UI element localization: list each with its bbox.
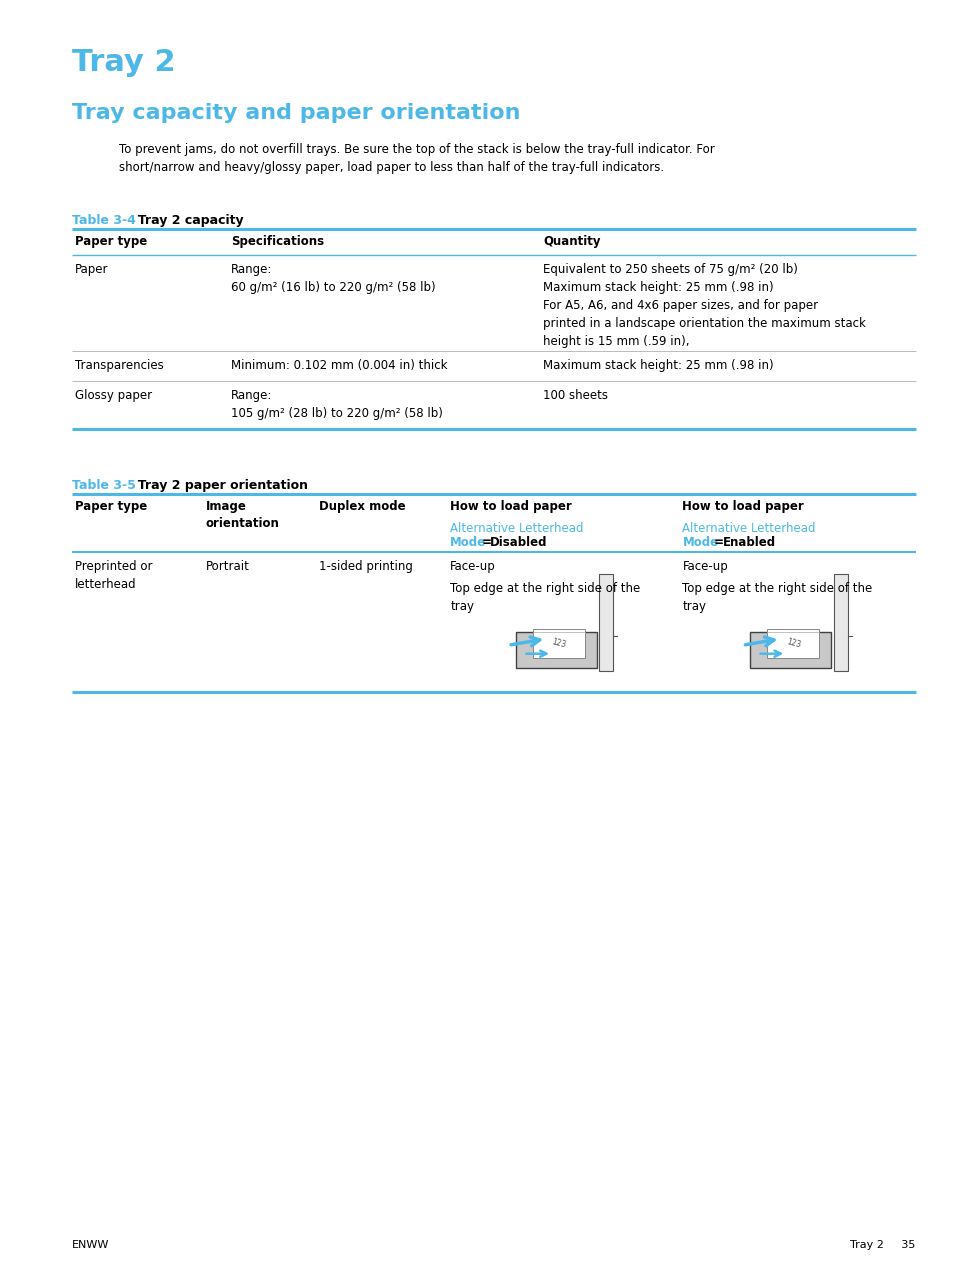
Text: Quantity: Quantity: [542, 235, 600, 248]
Bar: [833, 574, 847, 672]
Text: How to load paper: How to load paper: [450, 500, 572, 513]
Text: Glossy paper: Glossy paper: [74, 389, 152, 403]
Text: Range:: Range:: [231, 263, 272, 276]
Text: Minimum: 0.102 mm (0.004 in) thick: Minimum: 0.102 mm (0.004 in) thick: [231, 359, 447, 372]
Text: Alternative Letterhead: Alternative Letterhead: [450, 522, 583, 535]
Text: Table 3-5: Table 3-5: [71, 479, 135, 491]
Text: 60 g/m² (16 lb) to 220 g/m² (58 lb): 60 g/m² (16 lb) to 220 g/m² (58 lb): [231, 281, 435, 293]
Text: Equivalent to 250 sheets of 75 g/m² (20 lb): Equivalent to 250 sheets of 75 g/m² (20 …: [542, 263, 797, 276]
Text: Mode: Mode: [681, 536, 718, 549]
Text: Paper type: Paper type: [74, 235, 147, 248]
Text: Range:: Range:: [231, 389, 272, 403]
Text: 123: 123: [551, 638, 567, 650]
Text: Mode: Mode: [450, 536, 486, 549]
Bar: [516, 632, 596, 668]
Text: Tray 2     35: Tray 2 35: [849, 1240, 915, 1250]
Text: Face-up: Face-up: [450, 560, 496, 573]
Text: Enabled: Enabled: [721, 536, 775, 549]
Text: Table 3-4: Table 3-4: [71, 215, 135, 227]
Text: Top edge at the right side of the
tray: Top edge at the right side of the tray: [681, 582, 872, 613]
Text: ENWW: ENWW: [71, 1240, 109, 1250]
Text: 105 g/m² (28 lb) to 220 g/m² (58 lb): 105 g/m² (28 lb) to 220 g/m² (58 lb): [231, 406, 442, 420]
Text: Paper: Paper: [74, 263, 108, 276]
Text: Maximum stack height: 25 mm (.98 in): Maximum stack height: 25 mm (.98 in): [542, 281, 773, 293]
Text: Paper type: Paper type: [74, 500, 147, 513]
Bar: [766, 629, 819, 658]
Text: Maximum stack height: 25 mm (.98 in): Maximum stack height: 25 mm (.98 in): [542, 359, 773, 372]
Text: Duplex mode: Duplex mode: [319, 500, 406, 513]
Text: =: =: [710, 536, 728, 549]
Bar: [598, 574, 613, 672]
Text: Portrait: Portrait: [205, 560, 249, 573]
Text: 100 sheets: 100 sheets: [542, 389, 607, 403]
Text: Face-up: Face-up: [681, 560, 727, 573]
Text: Image
orientation: Image orientation: [205, 500, 279, 530]
Text: Disabled: Disabled: [490, 536, 547, 549]
Text: Transparencies: Transparencies: [74, 359, 163, 372]
Text: Specifications: Specifications: [231, 235, 323, 248]
Text: Preprinted or
letterhead: Preprinted or letterhead: [74, 560, 152, 591]
Text: Tray 2 paper orientation: Tray 2 paper orientation: [129, 479, 307, 491]
Text: Tray 2 capacity: Tray 2 capacity: [129, 215, 243, 227]
Text: Alternative Letterhead: Alternative Letterhead: [681, 522, 815, 535]
Text: To prevent jams, do not overfill trays. Be sure the top of the stack is below th: To prevent jams, do not overfill trays. …: [119, 144, 714, 174]
Bar: [749, 632, 830, 668]
Text: 1-sided printing: 1-sided printing: [319, 560, 413, 573]
Text: How to load paper: How to load paper: [681, 500, 803, 513]
Text: For A5, A6, and 4x6 paper sizes, and for paper
printed in a landscape orientatio: For A5, A6, and 4x6 paper sizes, and for…: [542, 298, 865, 348]
Bar: [533, 629, 584, 658]
Text: Tray capacity and paper orientation: Tray capacity and paper orientation: [71, 103, 519, 123]
Text: Top edge at the right side of the
tray: Top edge at the right side of the tray: [450, 582, 639, 613]
Text: 123: 123: [784, 638, 801, 650]
Text: Tray 2: Tray 2: [71, 48, 175, 77]
Text: =: =: [477, 536, 496, 549]
